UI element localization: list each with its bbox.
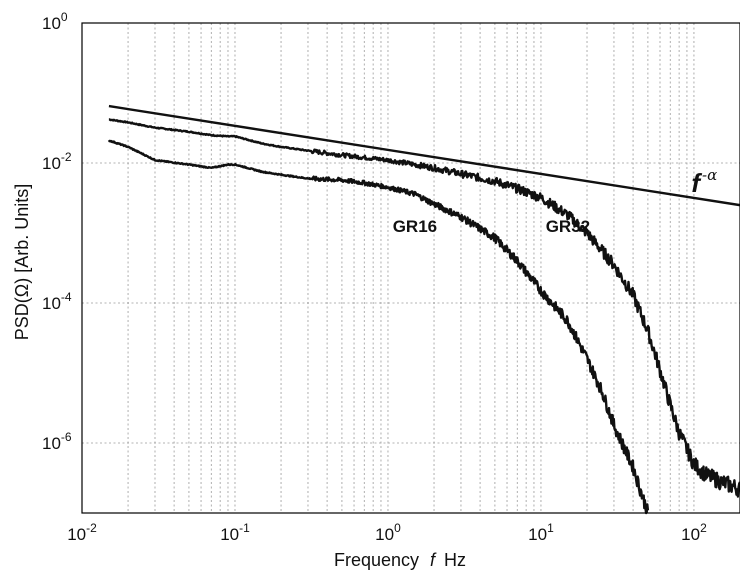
series-line-gr32 — [108, 118, 740, 498]
series-layer — [107, 104, 740, 515]
tick-labels: 10-2 10-1 100 101 102 100 10-2 10-4 10-6 — [42, 10, 707, 544]
x-axis-label: Frequency f Hz — [334, 550, 466, 570]
x-tick-label: 100 — [375, 521, 401, 544]
x-tick-label: 10-1 — [220, 521, 250, 544]
annotations: GR32 GR16 f -α — [393, 166, 718, 236]
x-tick-label: 102 — [681, 521, 707, 544]
y-tick-label: 10-2 — [42, 150, 72, 173]
x-tick-label: 10-2 — [67, 521, 97, 544]
x-tick-label: 101 — [528, 521, 554, 544]
y-axis-label: PSD(Ω) [Arb. Units] — [12, 184, 32, 340]
series-label-gr16: GR16 — [393, 217, 437, 236]
power-law-label: f -α — [691, 166, 717, 198]
axes-frame — [81, 22, 740, 514]
series-label-gr32: GR32 — [546, 217, 590, 236]
y-tick-label: 10-4 — [42, 290, 72, 313]
y-tick-label: 100 — [42, 10, 68, 33]
grid-lines — [82, 23, 740, 513]
y-tick-label: 10-6 — [42, 430, 72, 453]
series-line-gr16 — [107, 139, 650, 515]
reference-power-law-line — [108, 104, 740, 207]
